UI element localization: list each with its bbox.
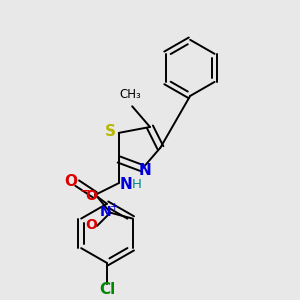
Text: −: − (79, 184, 90, 197)
Text: +: + (110, 202, 119, 212)
Text: H: H (132, 178, 142, 190)
Text: N: N (139, 163, 151, 178)
Text: S: S (105, 124, 116, 140)
Text: N: N (120, 176, 133, 191)
Text: O: O (64, 174, 77, 189)
Text: O: O (86, 188, 98, 203)
Text: CH₃: CH₃ (120, 88, 142, 101)
Text: Cl: Cl (99, 282, 115, 297)
Text: O: O (86, 218, 98, 232)
Text: N: N (100, 205, 112, 219)
